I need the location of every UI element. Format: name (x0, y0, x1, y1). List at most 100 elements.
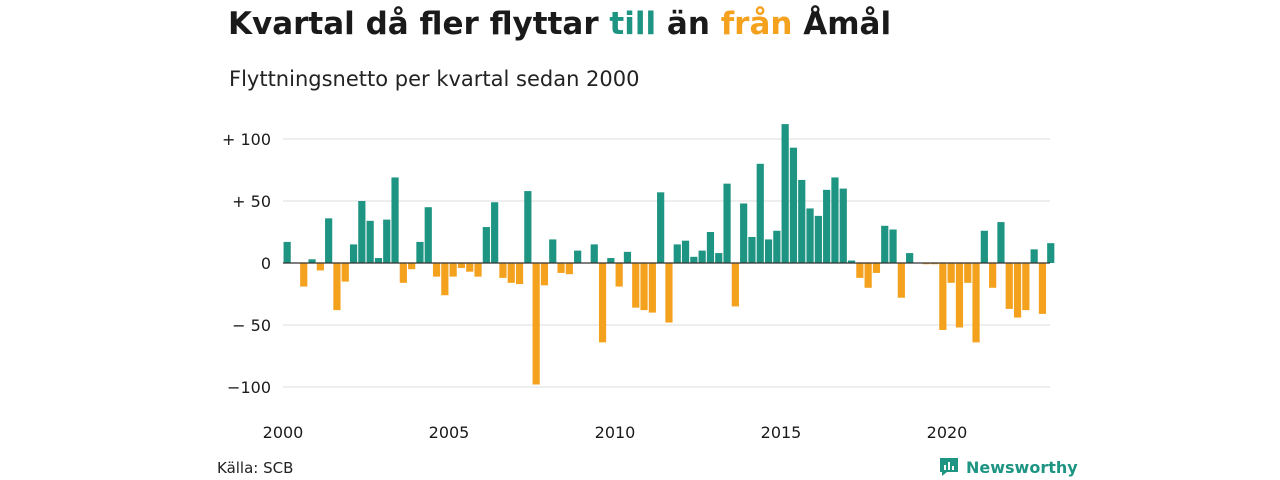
bar (798, 179, 806, 263)
bar (499, 263, 507, 278)
bar (1047, 243, 1055, 263)
bar (681, 240, 690, 263)
bar (989, 263, 997, 288)
bar (300, 263, 308, 287)
bar (441, 263, 449, 296)
bar (964, 263, 972, 283)
bar (922, 263, 930, 265)
bar (333, 263, 341, 311)
bar (640, 263, 648, 311)
bar (1038, 263, 1047, 314)
bar (955, 263, 964, 328)
brand-name: Newsworthy (966, 457, 1078, 477)
title-till: till (609, 6, 657, 42)
x-tick-label: 2015 (761, 423, 802, 442)
bar (690, 256, 698, 263)
bar (864, 263, 872, 288)
bar (549, 239, 557, 263)
y-axis: + 100 + 50 0 − 50 −100 (222, 130, 271, 397)
brand-logo[interactable]: Newsworthy (938, 456, 1078, 478)
bar (623, 251, 632, 263)
chart-title: Kvartal då fler flyttar till än från Åmå… (228, 6, 891, 42)
title-part1: Kvartal då fler flyttar (228, 6, 610, 42)
bar (806, 208, 814, 263)
bar (316, 263, 324, 271)
bar (715, 253, 723, 263)
bar (325, 218, 333, 263)
y-tick-label: − 50 (232, 316, 271, 335)
bar (391, 177, 399, 263)
bar (657, 192, 665, 263)
bar (432, 263, 441, 277)
bar (756, 163, 764, 263)
bar (839, 188, 847, 263)
bar (524, 191, 532, 263)
x-tick-label: 2000 (263, 423, 304, 442)
bar (673, 244, 681, 263)
bar (906, 253, 914, 263)
bar (706, 232, 715, 263)
bar (773, 230, 781, 263)
bar (1005, 263, 1013, 309)
bar (930, 263, 939, 265)
bar (399, 263, 407, 283)
bars (283, 124, 1055, 385)
bar (889, 229, 897, 263)
bar (856, 263, 864, 278)
bar (358, 201, 366, 263)
bar (1013, 263, 1022, 318)
bar (997, 222, 1005, 263)
bar (341, 263, 349, 282)
bar (540, 263, 549, 286)
bar (648, 263, 656, 313)
bar (972, 263, 980, 343)
bar (740, 203, 748, 263)
bar (408, 263, 416, 270)
bar (424, 207, 432, 263)
newsworthy-logo-icon (940, 458, 958, 476)
bar (532, 263, 540, 385)
bar (349, 244, 358, 263)
bar (897, 263, 905, 298)
x-tick-label: 2020 (927, 423, 968, 442)
bar (881, 225, 889, 263)
bar (781, 124, 789, 264)
bar (383, 219, 391, 263)
bar (823, 189, 831, 263)
bar (590, 244, 598, 263)
bar (598, 263, 607, 343)
bar (308, 259, 316, 263)
bar (565, 263, 573, 275)
bar (731, 263, 739, 307)
bar (1022, 263, 1030, 311)
bar (980, 230, 988, 263)
y-tick-label: + 50 (232, 192, 271, 211)
bar (1030, 249, 1038, 263)
bar (557, 263, 565, 273)
title-mid: än (656, 6, 721, 42)
bar (457, 263, 466, 268)
bar (607, 258, 615, 263)
bar (665, 263, 673, 323)
bar (574, 250, 582, 263)
title-end: Åmål (792, 6, 892, 42)
x-tick-label: 2005 (429, 423, 470, 442)
bar (789, 147, 798, 263)
bar (947, 263, 955, 283)
bar (723, 183, 731, 263)
y-tick-label: + 100 (222, 130, 271, 149)
bar (764, 239, 773, 263)
bar (748, 236, 756, 263)
bar (698, 250, 706, 263)
y-tick-label: 0 (261, 254, 271, 273)
y-tick-label: −100 (227, 378, 271, 397)
x-tick-label: 2010 (595, 423, 636, 442)
bar (374, 258, 383, 263)
x-axis: 2000 2005 2010 2015 2020 (263, 423, 968, 442)
bar (466, 263, 474, 272)
bar (482, 227, 490, 263)
bar (366, 220, 374, 263)
source-label: Källa: SCB (217, 459, 294, 477)
bar (283, 241, 291, 263)
